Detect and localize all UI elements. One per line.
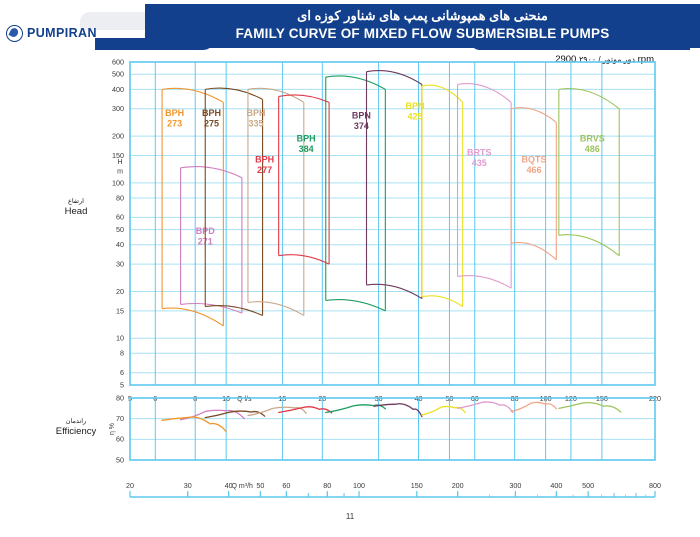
header-sweep-blue-left [95, 38, 215, 50]
pump-curve-label: BPH [202, 108, 221, 118]
pump-curve-envelope [558, 88, 620, 257]
page-number: 11 [345, 512, 355, 521]
y-tick-label: 6 [120, 368, 124, 377]
q-m3h-tick-label: 150 [411, 481, 423, 490]
pump-curve-label: BQTS [522, 155, 547, 165]
pump-curve-label: BPH [246, 108, 265, 118]
q-m3h-tick-label: 500 [582, 481, 594, 490]
head-unit-label: m [117, 168, 123, 175]
efficiency-curve [161, 416, 227, 433]
pump-curve-envelope [325, 75, 386, 312]
pump-curve-envelope [204, 87, 264, 317]
pump-curve-envelope [510, 107, 557, 261]
pump-curve-label: BRVS [580, 133, 605, 143]
pump-curve-label: 435 [472, 158, 487, 168]
pump-curve-label: 384 [299, 144, 314, 154]
pump-curve-envelope [247, 87, 305, 317]
y-tick-label: 30 [116, 260, 124, 269]
head-axis-title-en: Head [64, 206, 88, 218]
rpm-note-en: 2900 rpm [555, 54, 654, 65]
q-m3h-tick-label: 800 [649, 481, 661, 490]
y-tick-label: 100 [112, 178, 124, 187]
head-axis-title-fa: ارتفاع [68, 198, 84, 205]
q-m3h-tick-label: 30 [184, 481, 192, 490]
efficiency-curve [510, 401, 557, 413]
y-tick-label: 400 [112, 85, 124, 94]
pump-curve-label: BPN [352, 110, 371, 120]
brand-logo: PUMPIRAN [6, 22, 118, 44]
q-ls-axis-title: Q l/s [237, 396, 252, 403]
y-tick-label: 300 [112, 104, 124, 113]
q-m3h-tick-label: 20 [126, 481, 134, 490]
q-m3h-tick-label: 100 [353, 481, 365, 490]
efficiency-curve [278, 406, 333, 414]
efficiency-axis-title: راندمان Efficiency [42, 418, 110, 438]
y-tick-label: 20 [116, 287, 124, 296]
efficiency-curve [373, 403, 423, 418]
y-tick-label: 500 [112, 70, 124, 79]
y-tick-label: 40 [116, 240, 124, 249]
pump-curve-label: 486 [585, 144, 600, 154]
y-tick-label: 8 [120, 349, 124, 358]
header-tail [610, 42, 700, 47]
page-title-fa: منحنی های همپوشانی پمپ های شناور کوزه ای [297, 8, 548, 23]
page-header: PUMPIRAN منحنی های همپوشانی پمپ های شناو… [0, 0, 700, 52]
y-tick-label: 5 [120, 380, 124, 389]
y-tick-label: 600 [112, 57, 124, 66]
head-unit-label: H [117, 159, 122, 166]
pump-curve-label: 273 [167, 118, 182, 128]
efficiency-y-tick-label: 50 [116, 455, 124, 464]
head-axis-title: ارتفاع Head [48, 198, 104, 218]
y-tick-label: 15 [116, 306, 124, 315]
q-m3h-tick-label: 40 [225, 481, 233, 490]
pump-curve-envelope [161, 87, 224, 327]
q-m3h-tick-label: 200 [452, 481, 464, 490]
y-tick-label: 150 [112, 151, 124, 160]
efficiency-unit-label: η % [109, 423, 116, 435]
pump-curve-label: BPH [297, 133, 316, 143]
q-m3h-tick-label: 60 [282, 481, 290, 490]
pump-curve-label: BPH [165, 108, 184, 118]
pump-curve-label: BPN [405, 101, 424, 111]
y-tick-label: 50 [116, 225, 124, 234]
efficiency-curve [558, 401, 622, 413]
q-m3h-tick-label: 400 [550, 481, 562, 490]
efficiency-axis-title-fa: راندمان [65, 418, 87, 425]
pump-curve-label: 466 [527, 165, 542, 175]
pump-curve-envelope [456, 83, 512, 289]
pump-curve-label: 374 [354, 121, 369, 131]
y-tick-label: 200 [112, 132, 124, 141]
efficiency-y-tick-label: 80 [116, 393, 124, 402]
pump-curve-envelope [278, 94, 330, 265]
efficiency-y-tick-label: 60 [116, 435, 124, 444]
efficiency-curve [456, 401, 514, 414]
pump-curve-label: 275 [204, 118, 219, 128]
pump-swirl-icon [6, 24, 23, 42]
rpm-note-fa: دور موتور / ۲۹۰۰ [578, 55, 635, 64]
q-m3h-tick-label: 80 [323, 481, 331, 490]
pump-curve-label: BPH [255, 155, 274, 165]
pump-curve-label: 277 [257, 165, 272, 175]
pump-curve-label: 425 [407, 111, 422, 121]
page-title-en: FAMILY CURVE OF MIXED FLOW SUBMERSIBLE P… [235, 26, 610, 41]
efficiency-curve [204, 410, 266, 419]
brand-name: PUMPIRAN [27, 26, 97, 40]
pump-curve-envelope [180, 166, 243, 314]
y-tick-label: 80 [116, 193, 124, 202]
pump-curve-envelope [421, 84, 464, 307]
header-sweep-blue-right [470, 40, 690, 50]
pump-curve-label: 335 [248, 118, 263, 128]
efficiency-axis-title-en: Efficiency [55, 426, 97, 438]
pump-curve-label: BRTS [467, 148, 492, 158]
q-m3h-tick-label: 300 [509, 481, 521, 490]
efficiency-y-tick-label: 70 [116, 414, 124, 423]
y-tick-label: 60 [116, 213, 124, 222]
y-tick-label: 10 [116, 334, 124, 343]
q-m3h-axis-title: Q m³/h [232, 483, 253, 490]
q-m3h-tick-label: 50 [256, 481, 264, 490]
rpm-note: دور موتور / ۲۹۰۰ 2900 rpm [555, 54, 654, 65]
